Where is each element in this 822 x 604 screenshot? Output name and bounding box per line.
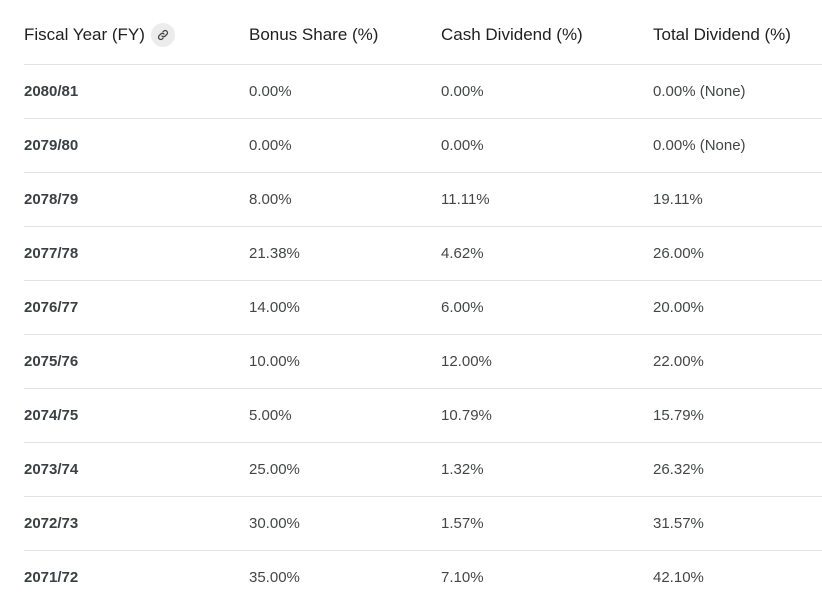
cash-dividend-cell: 6.00% bbox=[441, 281, 653, 335]
total-dividend-cell: 0.00% (None) bbox=[653, 65, 822, 119]
header-fiscal-year-label: Fiscal Year (FY) bbox=[24, 25, 145, 45]
bonus-share-cell: 30.00% bbox=[249, 497, 441, 551]
cash-dividend-cell: 11.11% bbox=[441, 173, 653, 227]
bonus-share-cell: 5.00% bbox=[249, 389, 441, 443]
header-row: Fiscal Year (FY) Bonus Share (%) Cash Di… bbox=[24, 0, 822, 65]
fiscal-year-cell: 2075/76 bbox=[24, 335, 249, 389]
header-bonus-share: Bonus Share (%) bbox=[249, 0, 441, 65]
total-dividend-cell: 20.00% bbox=[653, 281, 822, 335]
header-cash-dividend: Cash Dividend (%) bbox=[441, 0, 653, 65]
total-dividend-cell: 26.00% bbox=[653, 227, 822, 281]
cash-dividend-cell: 0.00% bbox=[441, 119, 653, 173]
cash-dividend-cell: 10.79% bbox=[441, 389, 653, 443]
header-fiscal-year: Fiscal Year (FY) bbox=[24, 0, 249, 65]
bonus-share-cell: 0.00% bbox=[249, 65, 441, 119]
fiscal-year-cell: 2072/73 bbox=[24, 497, 249, 551]
bonus-share-cell: 0.00% bbox=[249, 119, 441, 173]
total-dividend-cell: 19.11% bbox=[653, 173, 822, 227]
fiscal-year-cell: 2080/81 bbox=[24, 65, 249, 119]
total-dividend-cell: 15.79% bbox=[653, 389, 822, 443]
total-dividend-cell: 42.10% bbox=[653, 551, 822, 604]
bonus-share-cell: 25.00% bbox=[249, 443, 441, 497]
bonus-share-cell: 21.38% bbox=[249, 227, 441, 281]
cash-dividend-cell: 12.00% bbox=[441, 335, 653, 389]
fiscal-year-cell: 2073/74 bbox=[24, 443, 249, 497]
fiscal-year-cell: 2074/75 bbox=[24, 389, 249, 443]
fiscal-year-cell: 2078/79 bbox=[24, 173, 249, 227]
cash-dividend-cell: 7.10% bbox=[441, 551, 653, 604]
total-dividend-cell: 31.57% bbox=[653, 497, 822, 551]
cash-dividend-cell: 1.32% bbox=[441, 443, 653, 497]
bonus-share-cell: 10.00% bbox=[249, 335, 441, 389]
header-total-dividend: Total Dividend (%) bbox=[653, 0, 822, 65]
total-dividend-cell: 0.00% (None) bbox=[653, 119, 822, 173]
cash-dividend-cell: 1.57% bbox=[441, 497, 653, 551]
bonus-share-cell: 8.00% bbox=[249, 173, 441, 227]
cash-dividend-cell: 4.62% bbox=[441, 227, 653, 281]
bonus-share-cell: 35.00% bbox=[249, 551, 441, 604]
fiscal-year-cell: 2079/80 bbox=[24, 119, 249, 173]
fiscal-year-cell: 2071/72 bbox=[24, 551, 249, 604]
cash-dividend-cell: 0.00% bbox=[441, 65, 653, 119]
fiscal-year-cell: 2077/78 bbox=[24, 227, 249, 281]
bonus-share-cell: 14.00% bbox=[249, 281, 441, 335]
dividend-history-table: Fiscal Year (FY) Bonus Share (%) Cash Di… bbox=[24, 0, 822, 604]
total-dividend-cell: 26.32% bbox=[653, 443, 822, 497]
link-icon[interactable] bbox=[151, 23, 175, 47]
dividend-table-container: Fiscal Year (FY) Bonus Share (%) Cash Di… bbox=[24, 0, 822, 604]
total-dividend-cell: 22.00% bbox=[653, 335, 822, 389]
table-header: Fiscal Year (FY) Bonus Share (%) Cash Di… bbox=[24, 0, 822, 65]
fiscal-year-cell: 2076/77 bbox=[24, 281, 249, 335]
